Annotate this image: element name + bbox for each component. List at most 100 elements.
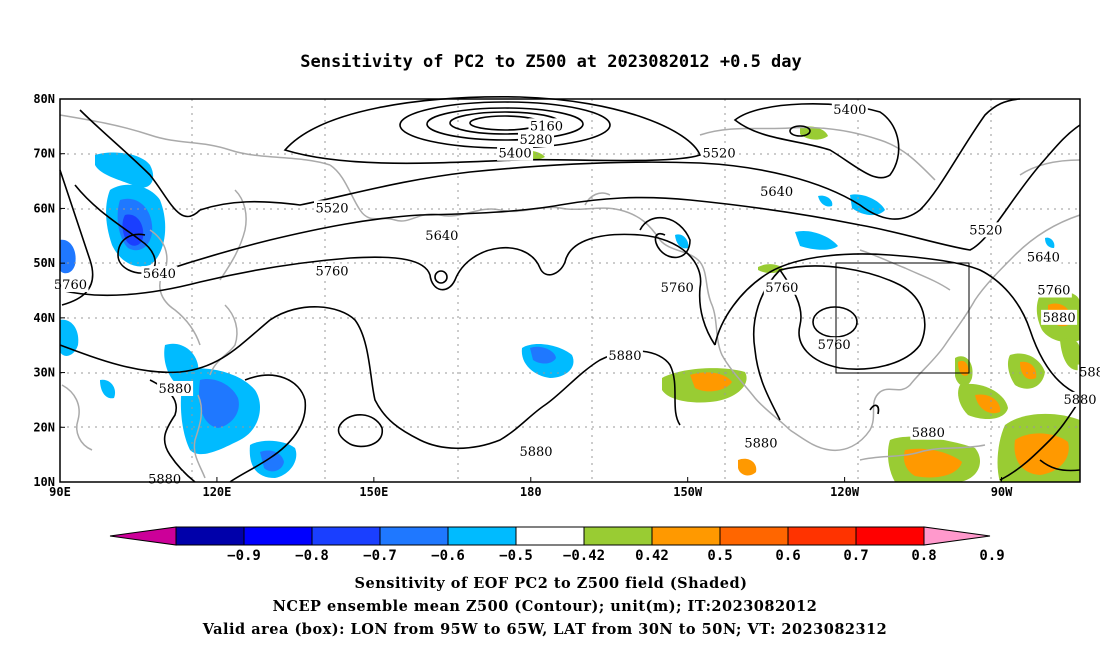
lon-tick-label: 120W (830, 485, 860, 499)
colorbar-lower-extension (109, 526, 177, 546)
lat-tick-label: 80N (33, 92, 55, 106)
colorbar-segment (855, 526, 925, 546)
caption-line-2: NCEP ensemble mean Z500 (Contour); unit(… (273, 598, 818, 615)
colorbar-label: 0.6 (775, 548, 800, 564)
contour-label-bg (659, 279, 696, 295)
contour-label-bg (314, 200, 350, 216)
contour-label-bg (497, 145, 534, 161)
lon-tick-label: 150E (359, 485, 388, 499)
contour-label-bg (831, 101, 868, 117)
contour-label-bg (52, 277, 89, 293)
colorbar-label: −0.8 (295, 548, 329, 564)
colorbar: −0.9 −0.8 −0.7 −0.6 −0.5 −0.42 0.42 0.5 0.6 0.7 0.… (109, 526, 1005, 564)
lon-tick-label: 120E (202, 485, 231, 499)
colorbar-segment (379, 526, 449, 546)
contour-label: 5400 (833, 103, 866, 118)
colorbar-label: −0.5 (499, 548, 533, 564)
colorbar-label: 0.5 (707, 548, 732, 564)
valid-area-box (835, 262, 970, 374)
sensitivity-shading-negative (60, 152, 1055, 478)
contour-label-bg (1035, 282, 1072, 298)
lat-tick-label: 60N (33, 201, 55, 215)
contour-label: 5760 (315, 264, 348, 279)
contour-label-bg (1025, 249, 1062, 265)
lon-tick-label: 90E (49, 485, 71, 499)
contour-label: 5640 (1027, 251, 1060, 266)
contour-label-bg (518, 132, 554, 148)
colorbar-label: 0.7 (843, 548, 868, 564)
colorbar-segment (651, 526, 721, 546)
colorbar-segment (243, 526, 313, 546)
contour-label: 5760 (661, 281, 694, 296)
contour-label-bg (528, 118, 565, 134)
colorbar-label: −0.6 (431, 548, 465, 564)
lat-tick-label: 10N (33, 475, 55, 489)
contour-label: 5640 (425, 229, 458, 244)
contour-label: 5760 (818, 338, 851, 353)
contour-label-bg (1077, 364, 1100, 380)
lat-tick-label: 50N (33, 256, 55, 270)
contour-label-bg (314, 263, 350, 279)
contour-label-bg (157, 380, 194, 396)
colorbar-upper-extension (923, 526, 991, 546)
longitude-axis: 90E120E150E180150W120W90W60W (49, 477, 1013, 499)
contour-label: 5880 (608, 349, 641, 364)
lon-tick-label: 150W (673, 485, 703, 499)
coastlines (59, 114, 1081, 479)
colorbar-label: 0.8 (911, 548, 936, 564)
colorbar-segment (719, 526, 789, 546)
colorbar-label: −0.42 (563, 548, 605, 564)
contour-label: 5880 (519, 445, 552, 460)
contour-label: 5520 (315, 201, 348, 216)
contour-label: 5640 (760, 185, 793, 200)
contour-label: 5760 (54, 278, 87, 293)
contour-label-bg (1041, 309, 1078, 325)
contour-label-bg (816, 337, 853, 353)
contour-label-bg (606, 348, 643, 364)
lat-tick-label: 70N (33, 147, 55, 161)
contour-label-bg (758, 184, 795, 200)
latitude-axis: 80N 70N 60N 50N 40N 30N 20N 10N (33, 92, 65, 489)
caption-line-3: Valid area (box): LON from 95W to 65W, L… (202, 621, 888, 638)
colorbar-segment (515, 526, 585, 546)
contour-label: 5760 (765, 281, 798, 296)
colorbar-label: 0.9 (979, 548, 1004, 564)
contour-label-bg (141, 266, 178, 282)
contour-label: 5880 (148, 472, 181, 487)
contour-label: 5880 (912, 426, 945, 441)
colorbar-segment (311, 526, 381, 546)
contour-label: 5760 (1037, 284, 1070, 299)
contour-label-bg (763, 279, 800, 295)
lon-tick-label: 90W (991, 485, 1013, 499)
contour-label-bg (701, 145, 738, 161)
colorbar-label: 0.42 (635, 548, 669, 564)
map-title: Sensitivity of PC2 to Z500 at 2023082012… (300, 52, 802, 72)
contour-label: 5880 (744, 437, 777, 452)
lon-tick-label: 180 (520, 485, 542, 499)
colorbar-label: −0.9 (227, 548, 261, 564)
caption-line-1: Sensitivity of EOF PC2 to Z500 field (Sh… (355, 575, 748, 592)
contour-label: 5400 (499, 147, 532, 162)
colorbar-segment (787, 526, 857, 546)
colorbar-segment (175, 526, 245, 546)
contour-label-bg (967, 222, 1004, 238)
colorbar-segment (583, 526, 653, 546)
contour-label-bg (423, 227, 460, 243)
contour-label: 5160 (530, 119, 563, 134)
contour-label: 5880 (1079, 366, 1100, 381)
contour-label-bg (518, 443, 554, 459)
contour-label-bg (910, 424, 947, 440)
contour-label: 5520 (969, 223, 1002, 238)
contour-label: 5520 (703, 147, 736, 162)
contour-label: 5640 (143, 267, 176, 282)
lat-tick-label: 20N (33, 420, 55, 434)
colorbar-segment (447, 526, 517, 546)
colorbar-label: −0.7 (363, 548, 397, 564)
contour-label-bg (742, 435, 779, 451)
contour-label: 5280 (519, 133, 552, 148)
lat-tick-label: 30N (33, 366, 55, 380)
contour-label: 5880 (159, 382, 192, 397)
lat-tick-label: 40N (33, 311, 55, 325)
